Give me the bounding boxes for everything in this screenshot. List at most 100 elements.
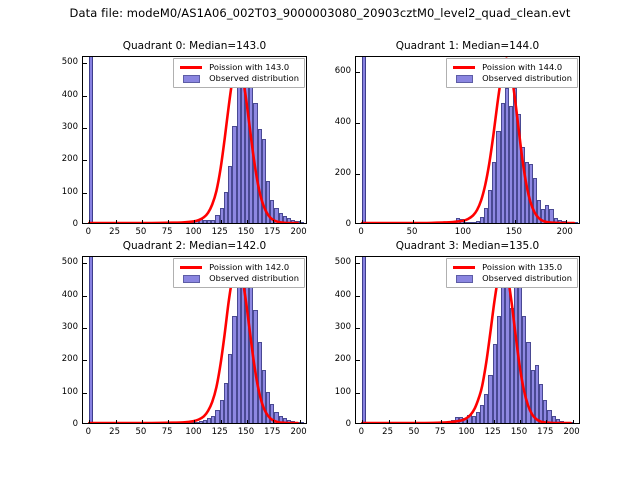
- y-tick-label-quadrant-2: 300: [61, 322, 78, 333]
- legend-label-poisson: Poission with 144.0: [482, 62, 563, 72]
- y-tick-label-quadrant-1: 0: [345, 219, 351, 229]
- histogram-bar: [516, 113, 521, 223]
- y-tick-quadrant-2: [83, 263, 87, 265]
- y-tick-label-quadrant-1: 600: [334, 66, 351, 77]
- legend-quadrant-2[interactable]: Poission with 142.0 Observed distributio…: [173, 258, 305, 288]
- x-tick-quadrant-0: [141, 219, 143, 223]
- x-tick-quadrant-2: [247, 419, 249, 423]
- x-tick-quadrant-3: [572, 419, 574, 423]
- legend-label-poisson: Poission with 143.0: [209, 62, 290, 72]
- histogram-bar: [541, 209, 546, 223]
- x-tick-quadrant-3: [493, 419, 495, 423]
- y-tick-quadrant-0: [83, 63, 87, 65]
- zero-spike-bar: [362, 57, 367, 223]
- histogram-bar: [223, 382, 229, 423]
- x-tick-quadrant-3: [520, 419, 522, 423]
- y-tick-quadrant-1: [356, 123, 360, 125]
- x-tick-quadrant-2: [194, 419, 196, 423]
- histogram-bar: [261, 369, 266, 423]
- histogram-bar: [207, 417, 212, 423]
- histogram-bar: [530, 369, 535, 423]
- y-tick-quadrant-1: [356, 174, 360, 176]
- x-tick-quadrant-1: [514, 219, 516, 223]
- histogram-bar: [533, 178, 538, 223]
- x-tick-label-quadrant-2: 175: [264, 427, 281, 437]
- histogram-bar: [553, 217, 558, 223]
- histogram-bar: [265, 392, 271, 423]
- y-tick-label-quadrant-0: 0: [72, 219, 78, 229]
- subplot-title-quadrant-1: Quadrant 1: Median=144.0: [395, 40, 540, 52]
- observed-patch-swatch: [178, 74, 204, 83]
- x-tick-quadrant-3: [467, 419, 469, 423]
- y-tick-label-quadrant-3: 100: [334, 386, 351, 397]
- y-tick-label-quadrant-3: 200: [334, 354, 351, 365]
- x-tick-quadrant-1: [413, 219, 414, 223]
- legend-row-observed: Observed distribution: [178, 73, 299, 84]
- y-tick-quadrant-3: [356, 360, 360, 362]
- y-tick-label-quadrant-1: 200: [334, 168, 351, 179]
- histogram-bar: [232, 126, 237, 223]
- histogram-bar: [551, 415, 556, 423]
- x-tick-label-quadrant-1: 50: [406, 227, 418, 237]
- histogram-bar: [480, 405, 485, 423]
- y-tick-label-quadrant-2: 100: [61, 386, 78, 397]
- x-tick-quadrant-2: [273, 419, 275, 423]
- x-tick-quadrant-2: [220, 419, 222, 423]
- legend-quadrant-0[interactable]: Poission with 143.0 Observed distributio…: [173, 58, 305, 88]
- histogram-bar: [215, 214, 220, 223]
- x-tick-quadrant-2: [89, 419, 91, 423]
- y-tick-label-quadrant-2: 200: [61, 354, 78, 365]
- histogram-bar: [467, 221, 473, 223]
- y-tick-label-quadrant-0: 400: [61, 89, 78, 100]
- x-tick-label-quadrant-0: 0: [85, 227, 92, 237]
- x-tick-label-quadrant-2: 125: [211, 427, 228, 437]
- x-tick-label-quadrant-0: 150: [237, 227, 255, 237]
- histogram-bar: [496, 131, 501, 223]
- histogram-bar: [484, 207, 489, 223]
- histogram-bar: [265, 181, 271, 223]
- poisson-line-swatch: [178, 266, 204, 269]
- histogram-bar: [211, 415, 216, 423]
- x-tick-quadrant-2: [299, 419, 301, 423]
- y-tick-label-quadrant-2: 500: [61, 257, 78, 268]
- x-tick-quadrant-0: [299, 219, 301, 223]
- x-tick-quadrant-2: [115, 419, 117, 423]
- histogram-bar: [549, 209, 554, 223]
- x-tick-quadrant-0: [168, 219, 170, 223]
- histogram-bar: [472, 221, 477, 223]
- histogram-bar: [274, 411, 279, 423]
- x-tick-quadrant-3: [414, 419, 416, 423]
- histogram-bar: [198, 421, 203, 423]
- legend-quadrant-3[interactable]: Poission with 135.0 Observed distributio…: [446, 258, 578, 288]
- y-tick-label-quadrant-0: 500: [61, 57, 78, 68]
- y-tick-quadrant-0: [83, 95, 87, 97]
- subplot-title-quadrant-2: Quadrant 2: Median=142.0: [122, 240, 267, 252]
- legend-quadrant-1[interactable]: Poission with 144.0 Observed distributio…: [446, 58, 578, 88]
- histogram-bar: [476, 221, 481, 223]
- histogram-bar: [223, 192, 229, 223]
- histogram-bar: [291, 220, 296, 223]
- legend-row-observed: Observed distribution: [178, 273, 299, 284]
- y-tick-quadrant-2: [83, 392, 87, 394]
- legend-row-poisson: Poission with 143.0: [178, 62, 299, 73]
- histogram-bar: [496, 316, 502, 423]
- x-tick-label-quadrant-3: 150: [510, 427, 528, 437]
- histogram-bar: [207, 220, 212, 223]
- histogram-bar: [538, 384, 544, 423]
- x-tick-quadrant-2: [141, 419, 143, 423]
- histogram-bar: [278, 415, 283, 423]
- legend-label-observed: Observed distribution: [209, 73, 299, 83]
- x-tick-quadrant-3: [441, 419, 443, 423]
- x-tick-label-quadrant-3: 200: [563, 427, 580, 437]
- legend-row-observed: Observed distribution: [451, 73, 572, 84]
- x-tick-quadrant-1: [463, 219, 465, 223]
- histogram-bar: [278, 213, 283, 223]
- x-tick-label-quadrant-2: 100: [185, 427, 202, 437]
- histogram-bar: [545, 205, 550, 223]
- y-tick-label-quadrant-0: 300: [61, 122, 78, 133]
- histogram-bar: [520, 146, 525, 223]
- y-tick-label-quadrant-2: 0: [72, 419, 78, 429]
- histogram-bar: [219, 400, 224, 423]
- x-tick-quadrant-3: [362, 419, 364, 423]
